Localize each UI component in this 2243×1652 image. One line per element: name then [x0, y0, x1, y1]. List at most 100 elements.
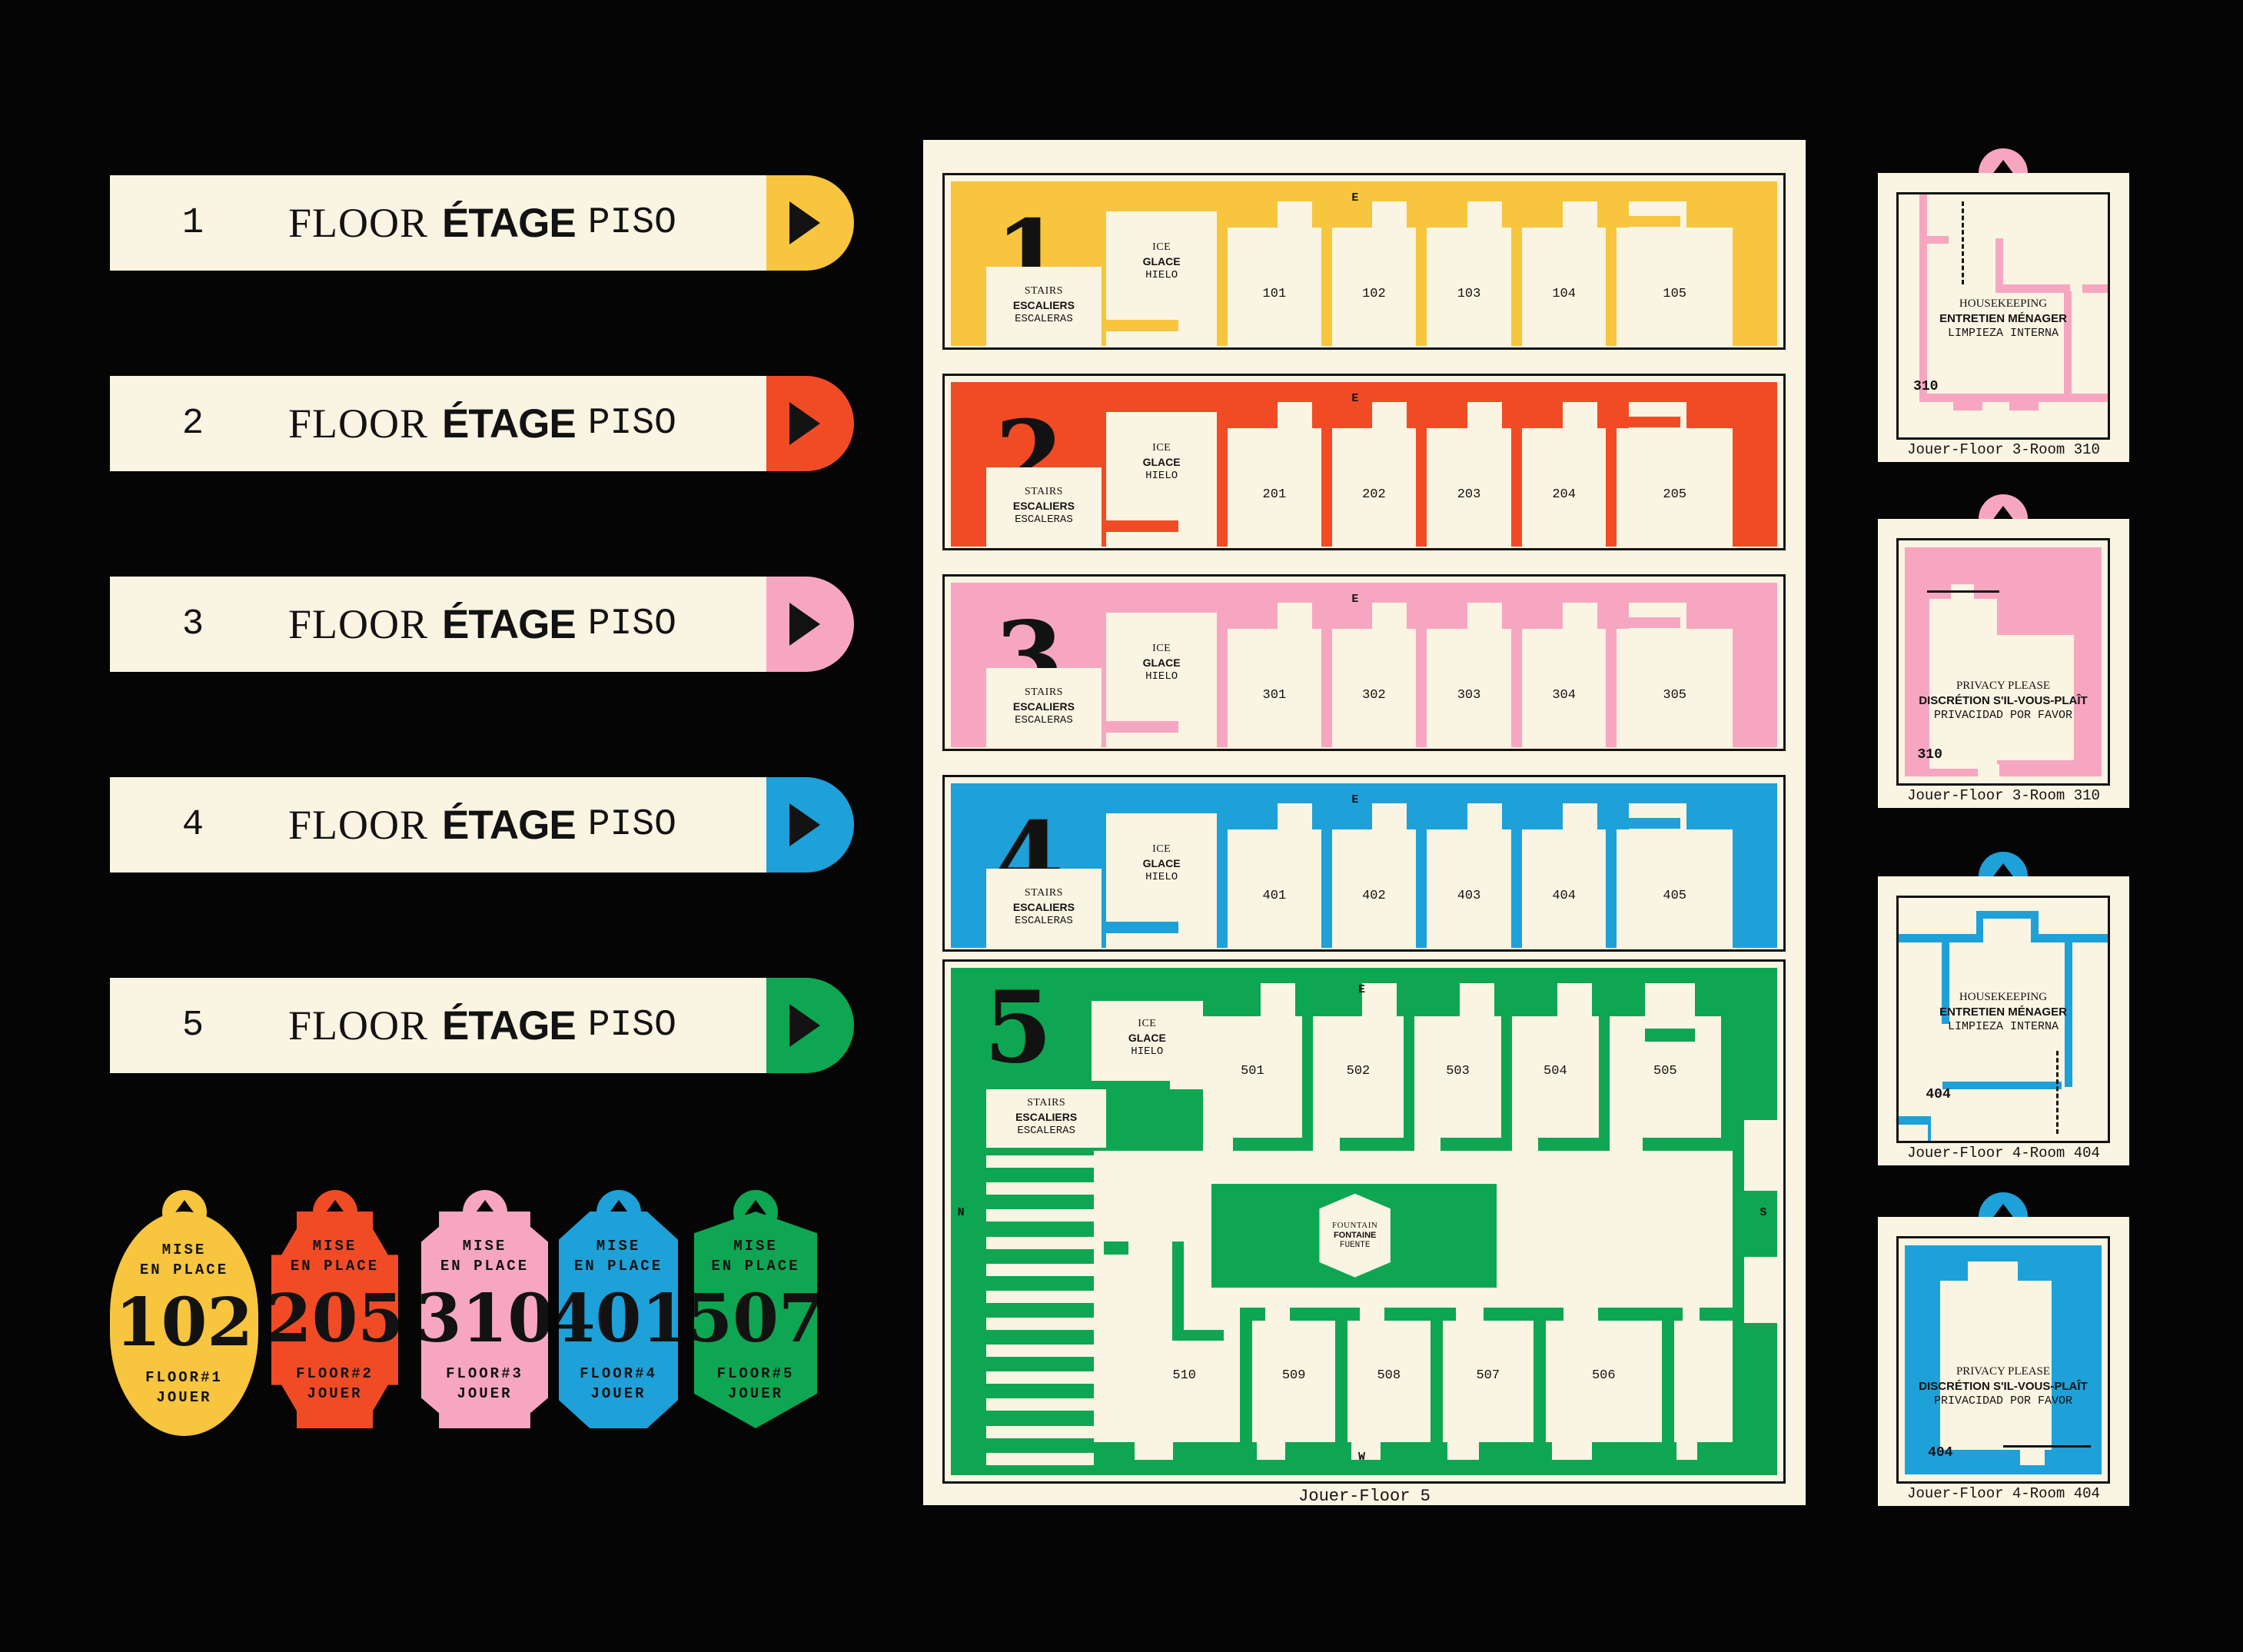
floor-label: FLOOR	[288, 601, 429, 647]
card-message-fr: DISCRÉTION S'IL-VOUS-PLAÎT	[1919, 1380, 2088, 1394]
door-gap	[1460, 982, 1495, 1016]
wall	[1976, 911, 1984, 943]
wall	[1919, 235, 1949, 244]
stairs-label-fr: ESCALIERS	[1012, 900, 1075, 913]
floor-label: FLOOR	[288, 200, 429, 246]
room-label: 503	[1446, 1064, 1470, 1079]
door-hanger-card: HOUSEKEEPING ENTRETIEN MÉNAGER LIMPIEZA …	[1878, 852, 2129, 1165]
wall	[2063, 291, 2072, 401]
fountain-hexagon: FOUNTAIN FONTAINE FUENTE	[1319, 1193, 1391, 1278]
etage-label: ÉTAGE	[442, 601, 577, 647]
tag-floor-line: FLOOR#1	[145, 1369, 223, 1386]
door-hanger-card: HOUSEKEEPING ENTRETIEN MÉNAGER LIMPIEZA …	[1878, 148, 2129, 462]
card-message-en: PRIVACY PLEASE	[1956, 1365, 2051, 1378]
compass-east: E	[1351, 191, 1359, 204]
room-label: 505	[1653, 1064, 1677, 1079]
room-label: 103	[1457, 286, 1481, 301]
arrow-tab	[766, 376, 854, 471]
tag-line2: EN PLACE	[573, 1258, 663, 1275]
stairs-label-es: ESCALERAS	[1015, 312, 1073, 325]
floor-sign: 1 FLOOR ÉTAGE PISO	[110, 175, 856, 271]
guest-room: 205	[1617, 427, 1733, 547]
card-message-en: HOUSEKEEPING	[1959, 297, 2048, 310]
door-gap	[1744, 1120, 1777, 1192]
tag-floor-line: FLOOR#5	[716, 1365, 795, 1382]
compass-east: E	[1357, 982, 1365, 996]
stair-step	[986, 1290, 1094, 1303]
guest-room: 402	[1331, 829, 1417, 948]
room-plan-frame: HOUSEKEEPING ENTRETIEN MÉNAGER LIMPIEZA …	[1896, 896, 2110, 1143]
piso-label: PISO	[587, 202, 676, 244]
stair-step	[986, 1371, 1094, 1384]
wall	[1942, 1081, 2062, 1090]
guest-room: 203	[1427, 427, 1511, 547]
stair-step	[986, 1318, 1094, 1331]
guest-room: 201	[1228, 427, 1321, 547]
stair-step	[986, 1398, 1094, 1411]
door-hanger-card: PRIVACY PLEASE DISCRÉTION S'IL-VOUS-PLAÎ…	[1878, 494, 2129, 808]
piso-label: PISO	[587, 603, 676, 645]
room-area	[1940, 1281, 2052, 1450]
tag-floor-line: FLOOR#3	[446, 1365, 523, 1382]
balcony-rail	[1627, 817, 1681, 829]
triangle-hole-icon	[173, 1200, 195, 1215]
tag-line2: EN PLACE	[290, 1258, 380, 1275]
tag-line1: MISE	[596, 1238, 641, 1255]
guest-room: 103	[1427, 227, 1511, 346]
ice-label-en: ICE	[1152, 241, 1171, 254]
floor-sign-number: 3	[181, 603, 204, 645]
room-area	[1929, 598, 1997, 769]
play-triangle-icon	[789, 603, 820, 646]
tag-room-number: 401	[549, 1280, 688, 1358]
room-label: 302	[1362, 687, 1386, 703]
stairs-room: STAIRS ESCALIERS ESCALERAS	[986, 1089, 1107, 1148]
stairs-label-es: ESCALERAS	[1015, 914, 1073, 927]
door-gap	[1351, 1442, 1381, 1461]
stairs-label-fr: ESCALIERS	[1015, 1111, 1078, 1124]
staircase-icon	[986, 1155, 1094, 1465]
door-gap	[1372, 201, 1407, 228]
room-label: 101	[1262, 286, 1287, 301]
room-plan-frame: PRIVACY PLEASE DISCRÉTION S'IL-VOUS-PLAÎ…	[1896, 1236, 2110, 1484]
wall	[1598, 1015, 1610, 1151]
arrow-tab	[766, 175, 854, 271]
floor-5-numeral: 5	[984, 970, 1053, 1086]
key-tag-body: MISE EN PLACE 507 FLOOR#5 JOUER	[694, 1212, 817, 1428]
wall	[1643, 1138, 1733, 1151]
card-message-fr: ENTRETIEN MÉNAGER	[1939, 311, 2067, 325]
stairs-room: STAIRS ESCALIERS ESCALERAS	[986, 869, 1102, 948]
etage-label: ÉTAGE	[442, 1002, 577, 1049]
room-label: 510	[1172, 1368, 1196, 1384]
room-label: 506	[1591, 1368, 1616, 1384]
stairs-room: STAIRS ESCALIERS ESCALERAS	[986, 267, 1102, 346]
door-gap	[2019, 1449, 2045, 1466]
play-triangle-icon	[789, 803, 820, 846]
etage-label: ÉTAGE	[442, 802, 577, 848]
stairs-label-fr: ESCALIERS	[1012, 298, 1075, 311]
tag-line1: MISE	[733, 1238, 778, 1255]
ice-label-fr: GLACE	[1142, 255, 1181, 268]
door-gap	[2070, 284, 2083, 293]
card-message-en: PRIVACY PLEASE	[1956, 680, 2051, 693]
card-caption: Jouer-Floor 4-Room 404	[1907, 1145, 2100, 1162]
tag-line1: MISE	[312, 1238, 357, 1255]
door-gap	[1277, 401, 1312, 428]
stair-step	[986, 1425, 1094, 1438]
wall	[2065, 941, 2073, 1088]
wall	[1928, 1116, 1932, 1141]
piso-label: PISO	[587, 1005, 676, 1046]
floor-sign-number: 2	[181, 403, 204, 444]
triangle-hole-icon	[1992, 1204, 2015, 1219]
tag-line2: EN PLACE	[139, 1261, 229, 1278]
stair-step	[986, 1345, 1094, 1358]
card-caption: Jouer-Floor 4-Room 404	[1907, 1485, 2100, 1502]
stairs-label-es: ESCALERAS	[1015, 513, 1073, 526]
floor-5-plan: ICE GLACE HIELO STAIRS ESCALIERS ESCALER…	[951, 968, 1777, 1475]
ice-room: ICE GLACE HIELO	[1091, 1000, 1203, 1090]
door-hanger-card: PRIVACY PLEASE DISCRÉTION S'IL-VOUS-PLAÎ…	[1878, 1192, 2129, 1506]
ice-label-en: ICE	[1138, 1017, 1157, 1029]
wall	[1952, 401, 1982, 411]
etage-label: ÉTAGE	[442, 200, 577, 246]
room-alcove	[1967, 1261, 2019, 1281]
room-label: 301	[1262, 687, 1287, 703]
